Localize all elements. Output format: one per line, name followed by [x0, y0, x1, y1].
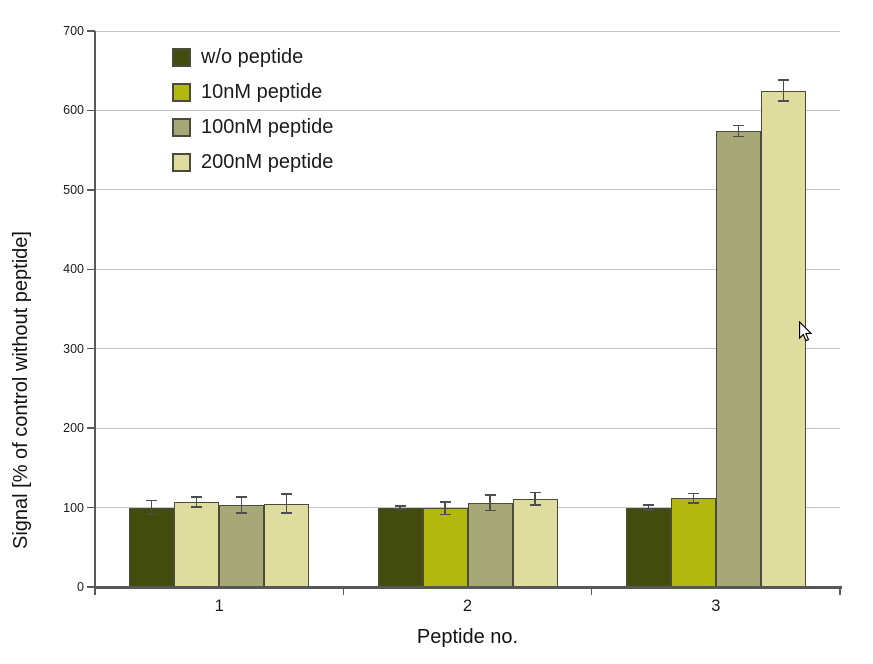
error-bar-cap-top — [146, 499, 158, 502]
error-bar-cap-top — [484, 494, 496, 496]
category-label: 3 — [711, 597, 721, 615]
bar — [219, 505, 265, 588]
y-tick-label: 300 — [63, 341, 84, 356]
mouse-cursor-icon — [799, 321, 813, 342]
y-tick-label: 700 — [63, 24, 84, 38]
gridline — [95, 109, 840, 111]
error-bar-line — [150, 500, 153, 515]
error-bar-line — [240, 497, 243, 514]
error-bar-line — [534, 492, 536, 506]
y-tick — [87, 427, 95, 429]
x-tick — [94, 589, 96, 595]
error-bar-cap-bottom — [439, 513, 451, 516]
error-bar-cap-top — [529, 491, 541, 494]
y-tick — [87, 347, 95, 350]
gridline — [95, 348, 840, 350]
error-bar-cap-top — [777, 79, 789, 81]
error-bar-cap-top — [439, 501, 451, 503]
y-tick-label: 400 — [63, 262, 84, 277]
gridline — [95, 268, 840, 270]
bar — [264, 503, 310, 588]
category-label: 2 — [462, 597, 473, 615]
error-bar-cap-bottom — [146, 513, 158, 516]
bar — [467, 502, 513, 588]
error-bar-line — [399, 505, 401, 510]
legend-swatch — [172, 48, 191, 67]
error-bar-line — [489, 494, 491, 511]
y-tick — [87, 586, 95, 588]
y-tick — [87, 30, 95, 32]
legend: w/o peptide 10nM peptide 100nM peptide 200n… — [172, 40, 333, 180]
error-bar-cap-bottom — [777, 100, 789, 102]
y-axis-title: Signal [% of control without peptide] — [10, 231, 32, 549]
error-bar-cap-bottom — [732, 135, 744, 138]
legend-label: 100nM peptide — [201, 116, 334, 138]
error-bar-cap-bottom — [484, 509, 496, 512]
error-bar-cap-top — [236, 496, 248, 498]
legend-label: 10nM peptide — [201, 81, 323, 103]
legend-swatch — [172, 153, 191, 172]
legend-item: 200nM peptide — [172, 145, 333, 180]
legend-swatch — [172, 83, 191, 102]
y-axis-line — [94, 31, 96, 587]
error-bar-cap-top — [394, 505, 406, 507]
error-bar-cap-bottom — [529, 504, 541, 506]
legend-swatch — [172, 118, 191, 137]
error-bar-cap-bottom — [281, 512, 293, 514]
error-bar-cap-top — [281, 493, 293, 495]
y-tick-label: 600 — [63, 103, 84, 118]
error-bar-cap-bottom — [394, 508, 406, 510]
bar — [129, 507, 175, 588]
error-bar-cap-bottom — [687, 502, 699, 504]
legend-item: 10nM peptide — [172, 75, 333, 110]
y-tick-label: 0 — [77, 580, 84, 594]
error-bar-line — [782, 80, 785, 101]
x-tick — [839, 589, 841, 595]
error-bar-cap-bottom — [191, 506, 203, 508]
y-tick — [87, 109, 95, 112]
y-tick — [87, 268, 95, 271]
y-tick-label: 200 — [63, 421, 84, 436]
error-bar-cap-bottom — [236, 512, 248, 514]
error-bar-line — [285, 494, 288, 514]
y-tick-label: 100 — [63, 500, 84, 515]
gridline — [95, 189, 840, 191]
category-label: 1 — [214, 597, 224, 615]
legend-item: 100nM peptide — [172, 110, 333, 145]
error-bar-cap-top — [732, 124, 744, 127]
error-bar-line — [692, 493, 695, 503]
bar — [625, 507, 671, 588]
x-axis-title: Peptide no. — [416, 626, 519, 648]
error-bar-cap-top — [642, 504, 654, 506]
gridline — [95, 427, 840, 429]
error-bar-line — [195, 497, 198, 507]
legend-label: w/o peptide — [201, 46, 304, 68]
error-bar-line — [737, 125, 740, 137]
y-tick — [87, 189, 95, 191]
y-tick — [87, 506, 95, 509]
bar — [715, 131, 761, 588]
error-bar-line — [647, 505, 650, 510]
error-bar-cap-top — [191, 496, 203, 498]
bar — [512, 498, 558, 588]
error-bar-cap-bottom — [642, 509, 654, 511]
error-bar-cap-top — [687, 492, 699, 495]
error-bar-line — [444, 502, 446, 515]
x-tick — [590, 589, 593, 595]
y-tick-label: 500 — [63, 182, 84, 197]
bar — [422, 508, 468, 588]
x-axis-line — [94, 586, 842, 589]
x-tick — [342, 589, 345, 595]
legend-label: 200nM peptide — [201, 151, 334, 173]
gridline — [95, 30, 840, 32]
legend-item: w/o peptide — [172, 40, 333, 75]
